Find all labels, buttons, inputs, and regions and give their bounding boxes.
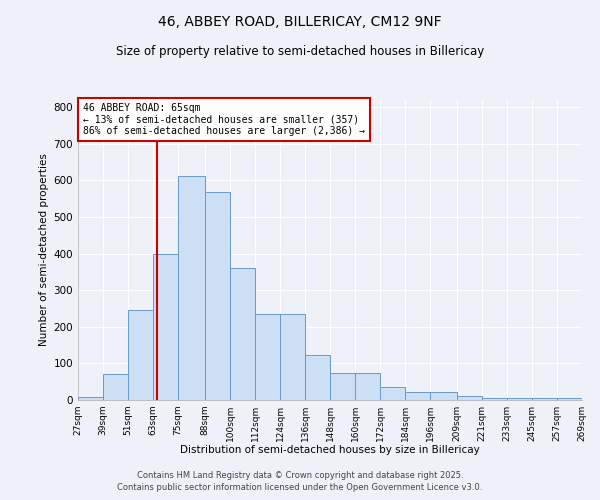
Bar xyxy=(405,392,430,400)
Bar xyxy=(457,396,482,400)
Bar xyxy=(380,387,405,400)
Bar xyxy=(280,314,305,400)
Bar xyxy=(178,176,205,400)
Y-axis label: Number of semi-detached properties: Number of semi-detached properties xyxy=(40,154,49,346)
Text: Size of property relative to semi-detached houses in Billericay: Size of property relative to semi-detach… xyxy=(116,45,484,58)
Bar xyxy=(482,398,507,400)
Bar xyxy=(153,254,178,400)
Bar xyxy=(532,398,557,400)
Bar xyxy=(255,314,280,400)
Bar xyxy=(330,372,355,400)
Bar xyxy=(205,192,230,400)
Text: 46 ABBEY ROAD: 65sqm
← 13% of semi-detached houses are smaller (357)
86% of semi: 46 ABBEY ROAD: 65sqm ← 13% of semi-detac… xyxy=(83,103,365,136)
Bar xyxy=(103,374,128,400)
Text: Contains public sector information licensed under the Open Government Licence v3: Contains public sector information licen… xyxy=(118,484,482,492)
Text: 46, ABBEY ROAD, BILLERICAY, CM12 9NF: 46, ABBEY ROAD, BILLERICAY, CM12 9NF xyxy=(158,15,442,29)
Bar xyxy=(128,310,153,400)
X-axis label: Distribution of semi-detached houses by size in Billericay: Distribution of semi-detached houses by … xyxy=(180,446,480,456)
Text: Contains HM Land Registry data © Crown copyright and database right 2025.: Contains HM Land Registry data © Crown c… xyxy=(137,471,463,480)
Bar xyxy=(230,268,255,400)
Bar xyxy=(507,398,532,400)
Bar xyxy=(430,392,457,400)
Bar xyxy=(355,372,380,400)
Bar xyxy=(305,356,330,400)
Bar xyxy=(78,397,103,400)
Bar xyxy=(557,398,582,400)
